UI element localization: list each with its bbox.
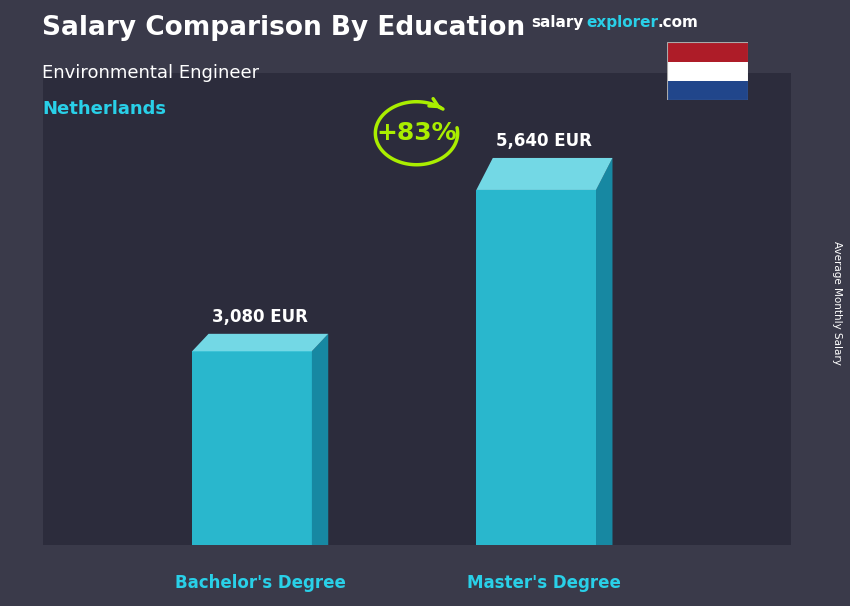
Polygon shape [192,334,328,351]
Polygon shape [596,158,613,545]
Text: Salary Comparison By Education: Salary Comparison By Education [42,15,525,41]
FancyBboxPatch shape [42,73,790,545]
Polygon shape [476,190,596,545]
Text: 3,080 EUR: 3,080 EUR [212,308,308,326]
Text: explorer: explorer [586,15,659,30]
Bar [667,81,748,100]
Bar [667,42,748,62]
Text: .com: .com [657,15,698,30]
Text: Netherlands: Netherlands [42,100,167,118]
Text: Bachelor's Degree: Bachelor's Degree [175,574,346,592]
Text: Environmental Engineer: Environmental Engineer [42,64,259,82]
Polygon shape [192,351,312,545]
Text: Master's Degree: Master's Degree [468,574,621,592]
Polygon shape [312,334,328,545]
Text: salary: salary [531,15,584,30]
Text: Average Monthly Salary: Average Monthly Salary [832,241,842,365]
Polygon shape [476,158,613,190]
Text: +83%: +83% [377,121,456,145]
Text: 5,640 EUR: 5,640 EUR [496,132,592,150]
Bar [667,62,748,81]
